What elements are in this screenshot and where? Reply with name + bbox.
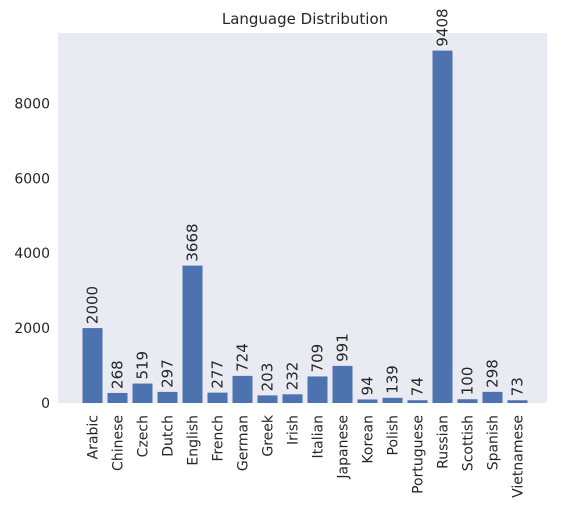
- x-tick-label: Korean: [361, 415, 377, 464]
- y-tick-label: 8000: [14, 96, 50, 112]
- x-axis: Arabic Chinese Czech Dutch English French Germ…: [86, 414, 527, 498]
- x-tick-label: Polish: [386, 415, 402, 455]
- x-tick-label: English: [186, 415, 202, 466]
- x-tick-label: Italian: [311, 415, 327, 458]
- plot-area: [58, 33, 547, 403]
- x-tick-label: French: [211, 415, 227, 462]
- data-label: 94: [359, 376, 377, 395]
- bar: [482, 391, 503, 403]
- data-label: 991: [334, 333, 352, 362]
- data-label: 709: [309, 344, 327, 373]
- data-label: 3668: [184, 223, 202, 261]
- data-label: 297: [159, 359, 177, 388]
- data-labels: 2000 268 519 297 3668 277 724 203 232 709 991 94 139…: [84, 8, 527, 396]
- data-label: 268: [109, 360, 127, 389]
- bar: [207, 392, 228, 403]
- x-tick-label: Japanese: [336, 415, 352, 480]
- x-tick-label: Czech: [136, 415, 152, 457]
- data-label: 203: [259, 363, 277, 392]
- x-tick-label: Irish: [286, 415, 302, 445]
- bar: [507, 400, 528, 403]
- x-tick-label: Spanish: [486, 415, 502, 470]
- bar: [357, 399, 378, 403]
- x-tick-label: Greek: [261, 414, 277, 457]
- chart-title: Language Distribution: [222, 10, 388, 28]
- data-label: 519: [134, 351, 152, 380]
- x-tick-label: Dutch: [161, 415, 177, 457]
- bar: [382, 397, 403, 403]
- data-label: 100: [459, 367, 477, 396]
- y-tick-label: 0: [41, 396, 50, 412]
- bar: [282, 394, 303, 403]
- data-label: 73: [509, 377, 527, 396]
- bars: [82, 50, 528, 404]
- data-label: 9408: [434, 8, 452, 46]
- bar: [107, 392, 128, 403]
- bar: [232, 375, 253, 403]
- y-tick-label: 2000: [14, 321, 50, 337]
- data-label: 74: [409, 377, 427, 396]
- x-tick-label: Vietnamese: [511, 415, 527, 498]
- bar: [457, 399, 478, 403]
- data-label: 2000: [84, 286, 102, 324]
- data-label: 724: [234, 343, 252, 372]
- x-tick-label: Portuguese: [411, 415, 427, 494]
- x-tick-label: Scottish: [461, 415, 477, 471]
- y-tick-label: 6000: [14, 171, 50, 187]
- bar: [307, 376, 328, 403]
- bar: [157, 391, 178, 403]
- bar: [432, 50, 453, 404]
- data-label: 232: [284, 362, 302, 391]
- y-tick-label: 4000: [14, 246, 50, 262]
- x-tick-label: German: [236, 415, 252, 471]
- x-tick-label: Chinese: [111, 415, 127, 471]
- x-tick-label: Arabic: [86, 415, 102, 459]
- bar: [407, 400, 428, 403]
- data-label: 298: [484, 359, 502, 388]
- data-label: 139: [384, 365, 402, 394]
- bar: [82, 328, 103, 403]
- bar: [182, 265, 203, 403]
- y-axis: 0 2000 4000 6000 8000: [14, 96, 50, 412]
- bar: [332, 365, 353, 403]
- data-label: 277: [209, 360, 227, 389]
- bar: [257, 395, 278, 403]
- x-tick-label: Russian: [436, 415, 452, 469]
- bar: [132, 383, 153, 403]
